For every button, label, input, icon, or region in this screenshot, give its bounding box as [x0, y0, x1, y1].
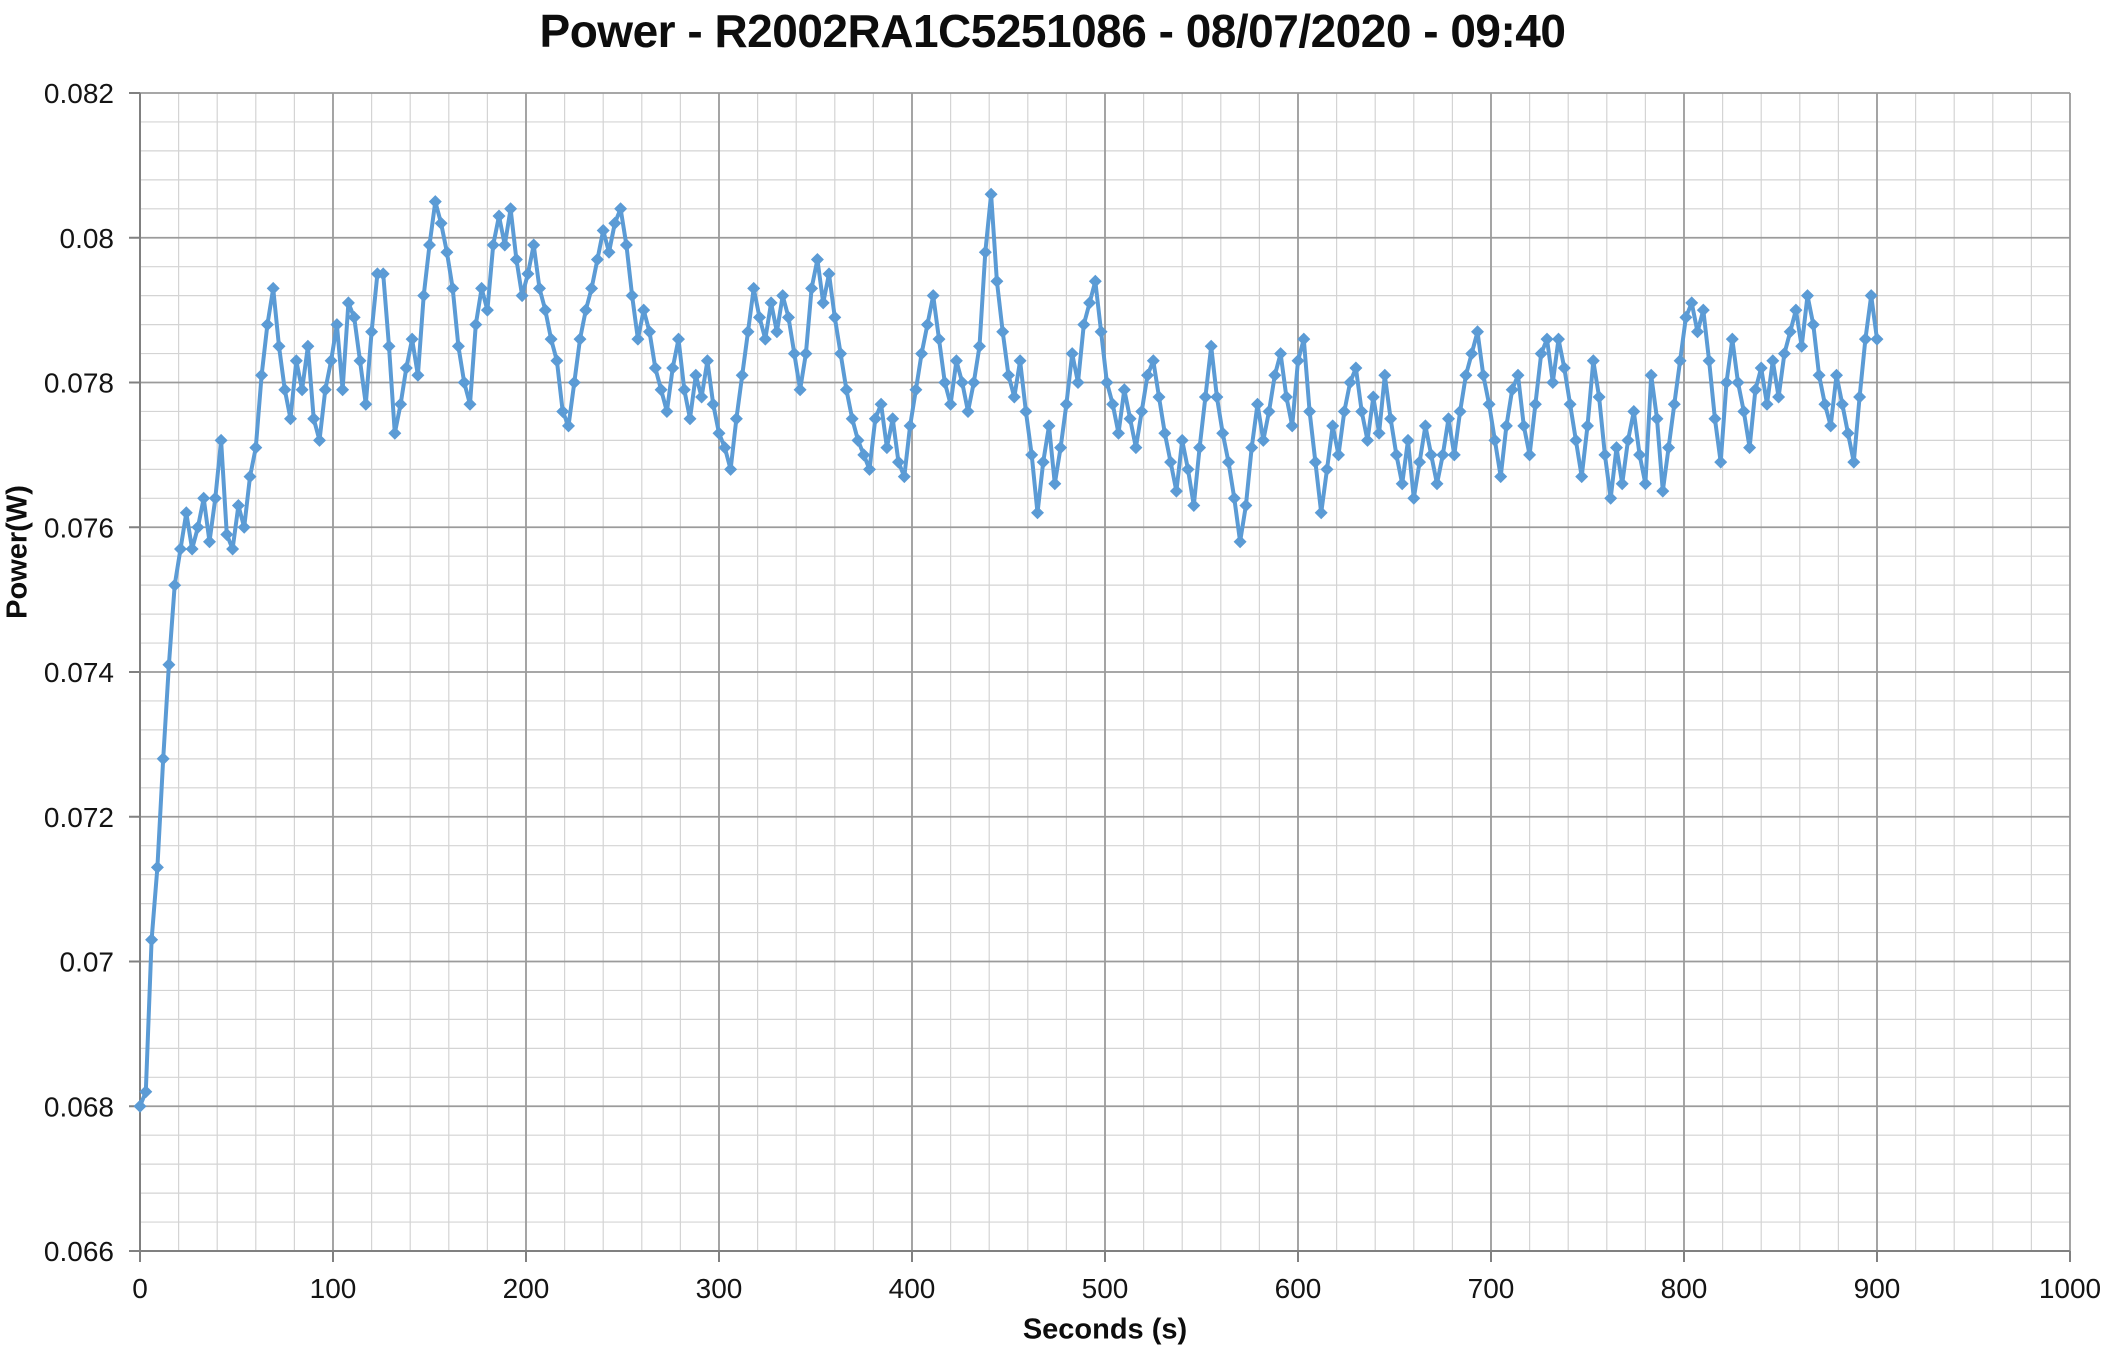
x-tick-label: 100 — [310, 1273, 357, 1304]
x-axis-title: Seconds (s) — [1022, 1313, 1188, 1346]
y-tick-label: 0.07 — [60, 947, 115, 978]
x-tick-label: 900 — [1854, 1273, 1901, 1304]
y-tick-label: 0.066 — [44, 1236, 114, 1267]
major-gridlines — [140, 92, 2071, 1251]
x-tick-label: 500 — [1082, 1273, 1129, 1304]
y-tick-label: 0.078 — [44, 368, 114, 399]
y-tick-label: 0.074 — [44, 657, 114, 688]
y-tick-label: 0.076 — [44, 512, 114, 543]
power-series-markers — [133, 187, 1884, 1113]
x-tick-label: 0 — [132, 1273, 148, 1304]
x-tick-label: 200 — [503, 1273, 550, 1304]
y-tick-label: 0.072 — [44, 802, 114, 833]
axis-lines — [129, 92, 2071, 1262]
y-axis-title: Power(W) — [1, 485, 34, 619]
x-tick-label: 1000 — [2039, 1273, 2101, 1304]
y-tick-label: 0.082 — [44, 78, 114, 109]
x-tick-label: 300 — [696, 1273, 743, 1304]
x-tick-label: 400 — [889, 1273, 936, 1304]
y-tick-label: 0.068 — [44, 1091, 114, 1122]
y-tick-label: 0.08 — [60, 223, 115, 254]
x-tick-label: 700 — [1468, 1273, 1515, 1304]
x-tick-label: 800 — [1661, 1273, 1708, 1304]
x-tick-label: 600 — [1275, 1273, 1322, 1304]
chart-title: Power - R2002RA1C5251086 - 08/07/2020 - … — [539, 5, 1566, 57]
